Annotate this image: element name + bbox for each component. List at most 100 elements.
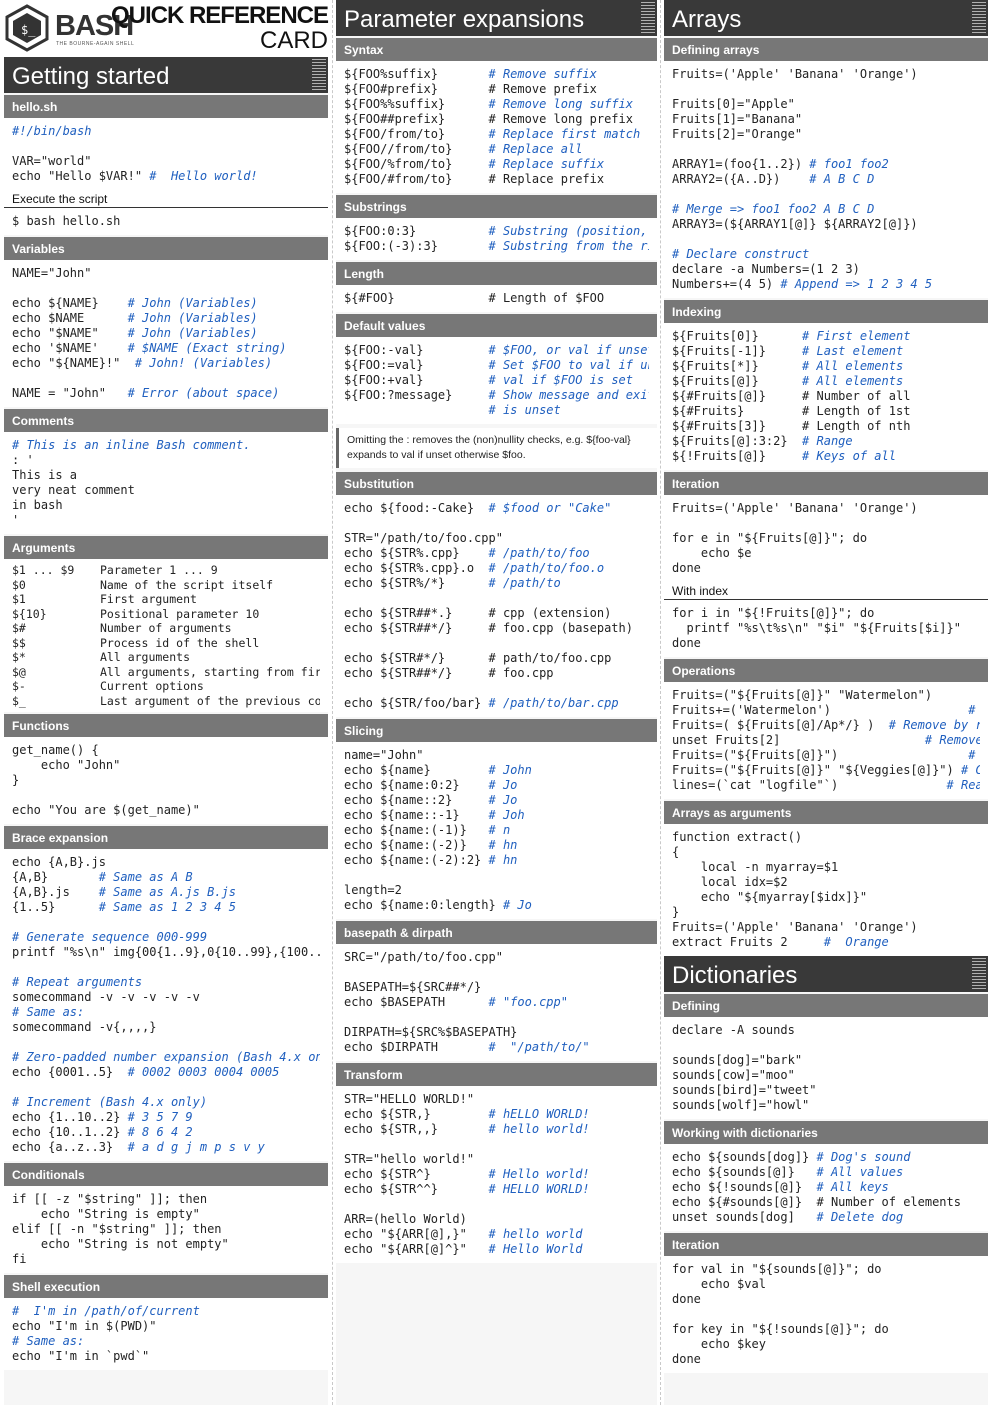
code-line: printf "%s\n" img{00{1..9},0{10..99},{10…	[12, 945, 320, 959]
code-line: ${FOO/from/to} # Replace first match	[344, 127, 641, 141]
code-line: unset sounds[dog] # Delete dog	[672, 1210, 904, 1224]
code-line: NAME = "John" # Error (about space)	[12, 386, 280, 400]
code-line: echo "${NAME}!" # John! (Variables)	[12, 356, 273, 370]
code-line: ${FOO:=val} # Set $FOO to val if unset	[344, 358, 649, 372]
code-line: ${FOO##prefix} # Remove long prefix	[344, 112, 633, 126]
section-title-getting-started: Getting started	[4, 57, 328, 93]
code-line: echo ${#sounds[@]} # Number of elements	[672, 1195, 961, 1209]
code-line: sounds[wolf]="howl"	[672, 1098, 810, 1112]
code-line: {1..5} # Same as 1 2 3 4 5	[12, 900, 236, 914]
subsection-header-comments: Comments	[4, 409, 328, 432]
code-block: echo {A,B}.js {A,B} # Same as A B {A,B}.js…	[4, 849, 328, 1161]
code-block: # I'm in /path/of/current echo "I'm in $(…	[4, 1298, 328, 1370]
code-line: ${!Fruits[@]} # Keys of all	[672, 449, 896, 463]
code-line: # Repeat arguments	[12, 975, 143, 989]
code-line: Fruits=("${Fruits[@]}" "Watermelon") # P…	[672, 688, 980, 702]
subsection-header-working-with-dictionaries: Working with dictionaries	[664, 1121, 988, 1144]
code-line	[672, 142, 980, 157]
subsection-header-default-values: Default values	[336, 314, 657, 337]
code-line: # Zero-padded number expansion (Bash 4.x…	[12, 1050, 320, 1064]
code-block: #!/bin/bash VAR="world" echo "Hello $VAR!"…	[4, 118, 328, 190]
code-block: SRC="/path/to/foo.cpp" BASEPATH=${SRC##*/…	[336, 944, 657, 1061]
code-line: }	[672, 905, 680, 919]
table-row: ${10} Positional parameter 10	[12, 607, 320, 622]
code-line: ARR=(hello World)	[344, 1212, 467, 1226]
code-line: echo "You are $(get_name)"	[12, 803, 200, 817]
code-line: echo $e	[672, 546, 752, 560]
code-line: echo "${ARR[@],}" # hello world	[344, 1227, 583, 1241]
code-line: ${Fruits[-1]} # Last element	[672, 344, 904, 358]
code-line: echo "I'm in `pwd`"	[12, 1349, 150, 1363]
code-line	[672, 516, 980, 531]
subsection-header-brace-expansion: Brace expansion	[4, 826, 328, 849]
code-line: echo "$NAME" # John (Variables)	[12, 326, 258, 340]
argument-description: Number of arguments	[100, 621, 232, 635]
code-line: # Same as:	[12, 1334, 85, 1348]
code-block: ${FOO:-val} # $FOO, or val if unset ${FOO…	[336, 337, 657, 424]
code-block: ${FOO%suffix} # Remove suffix ${FOO#prefi…	[336, 61, 657, 193]
code-line: echo ${STR#*/} # path/to/foo.cpp	[344, 651, 612, 665]
code-line: length=2	[344, 883, 402, 897]
code-line: ${FOO:+val} # val if $FOO is set	[344, 373, 633, 387]
brand-name: BASH	[55, 10, 134, 42]
code-line: # Same as:	[12, 1005, 85, 1019]
code-line: unset Fruits[2] # Remove one item	[672, 733, 980, 747]
arguments-table: $1 ... $9 Parameter 1 ... 9 $0 Name of the …	[4, 559, 328, 712]
table-row: $$ Process id of the shell	[12, 636, 320, 651]
code-line: declare -A sounds	[672, 1023, 795, 1037]
table-row: $1 First argument	[12, 592, 320, 607]
argument-description: All arguments, starting from first	[100, 664, 320, 679]
code-line: echo ${name:0:length} # Jo	[344, 898, 532, 912]
code-line: done	[672, 1352, 701, 1366]
code-line	[344, 681, 649, 696]
table-row: $_ Last argument of the previous command	[12, 694, 320, 709]
code-line: sounds[cow]="moo"	[672, 1068, 795, 1082]
subsection-header-conditionals: Conditionals	[4, 1163, 328, 1186]
code-line: for key in "${!sounds[@]}"; do	[672, 1322, 889, 1336]
code-line: ${#Fruits} # Length of 1st	[672, 404, 911, 418]
code-line	[344, 868, 649, 883]
code-line: # Generate sequence 000-999	[12, 930, 208, 944]
code-line: echo ${NAME} # John (Variables)	[12, 296, 258, 310]
table-row: $* All arguments	[12, 650, 320, 665]
code-line: Fruits=('Apple' 'Banana' 'Orange')	[672, 501, 918, 515]
code-line: printf "%s\t%s\n" "$i" "${Fruits[$i]}"	[672, 621, 961, 635]
code-line: echo '$NAME' # $NAME (Exact string)	[12, 341, 287, 355]
argument-description: All arguments	[100, 650, 191, 664]
code-block: ${#FOO} # Length of $FOO	[336, 285, 657, 312]
code-block: if [[ -z "$string" ]]; then echo "String…	[4, 1186, 328, 1273]
code-line: elif [[ -n "$string" ]]; then	[12, 1222, 222, 1236]
subsection-header-operations: Operations	[664, 659, 988, 682]
section-title-parameter-expansions: Parameter expansions	[336, 0, 657, 36]
code-line: fi	[12, 1252, 27, 1266]
code-line: echo ${STR^} # Hello world!	[344, 1167, 590, 1181]
code-line: for i in "${!Fruits[@]}"; do	[672, 606, 875, 620]
code-line: SRC="/path/to/foo.cpp"	[344, 950, 503, 964]
code-line: ${FOO%suffix} # Remove suffix	[344, 67, 597, 81]
code-line: get_name() {	[12, 743, 99, 757]
argument-description: Parameter 1 ... 9	[100, 563, 218, 577]
code-line: # Merge => foo1 foo2 A B C D	[672, 202, 875, 216]
code-line: echo ${!sounds[@]} # All keys	[672, 1180, 889, 1194]
code-line	[672, 1038, 980, 1053]
subsection-header-transform: Transform	[336, 1063, 657, 1086]
code-line: $ bash hello.sh	[12, 214, 121, 228]
code-line: echo ${name::2} # Jo	[344, 793, 518, 807]
code-line: echo ${name} # John	[344, 763, 532, 777]
sub-subsection-header-execute-the-script: Execute the script	[4, 190, 328, 208]
code-block: for i in "${!Fruits[@]}"; do printf "%s\…	[664, 600, 988, 657]
code-line	[344, 1137, 649, 1152]
code-block: # This is an inline Bash comment.: ' This…	[4, 432, 328, 534]
argument-symbol: $@	[12, 664, 26, 679]
code-line: '	[12, 513, 20, 527]
section-title-arrays: Arrays	[664, 0, 988, 36]
code-line: Numbers+=(4 5) # Append => 1 2 3 4 5	[672, 277, 933, 291]
code-line	[672, 232, 980, 247]
code-line: echo ${name:(-1)} # n	[344, 823, 511, 837]
code-line: echo ${STR%.cpp} # /path/to/foo	[344, 546, 590, 560]
code-line: echo ${name::-1} # Joh	[344, 808, 525, 822]
code-line	[12, 1035, 320, 1050]
code-block: STR="HELLO WORLD!" echo ${STR,} # hELLO W…	[336, 1086, 657, 1263]
code-line: sounds[bird]="tweet"	[672, 1083, 817, 1097]
subsection-header-substrings: Substrings	[336, 195, 657, 218]
